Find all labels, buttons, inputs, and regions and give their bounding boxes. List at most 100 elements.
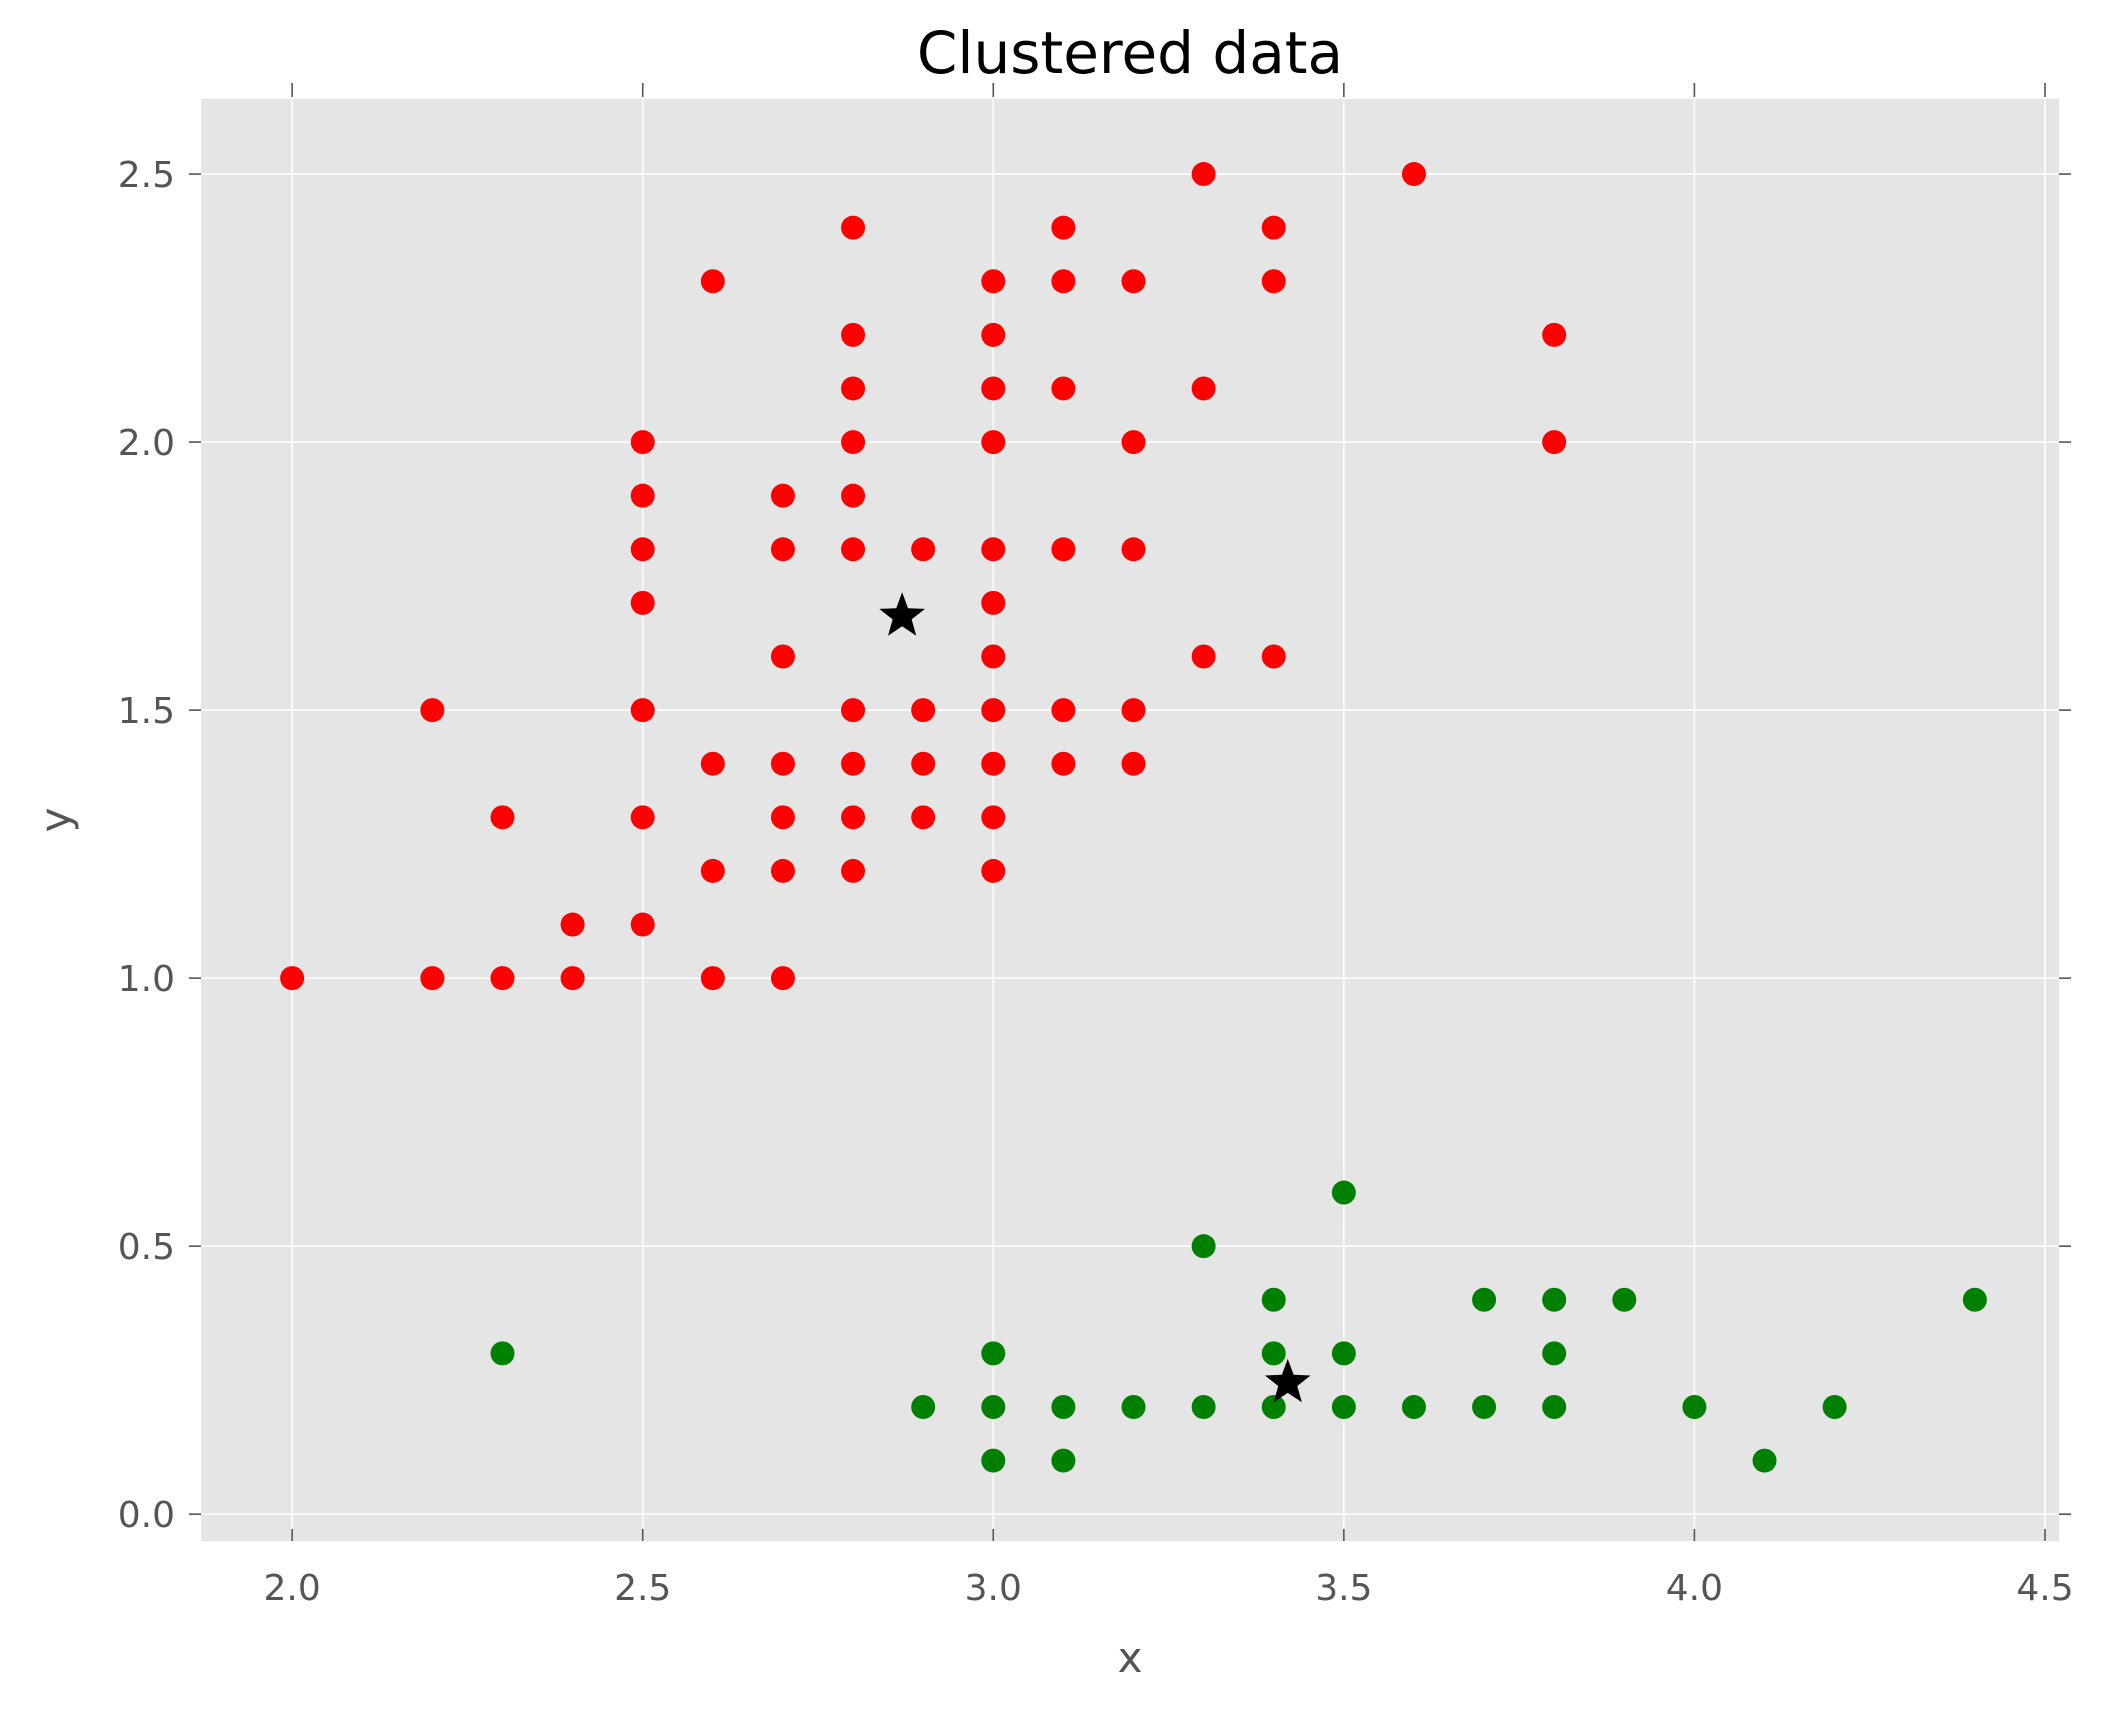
data-marks xyxy=(280,162,1987,1473)
series-1-point xyxy=(1121,269,1146,294)
y-tick-label: 1.5 xyxy=(118,691,175,732)
series-2-point xyxy=(1962,1287,1987,1312)
series-1-point xyxy=(841,698,866,723)
series-2-point xyxy=(1472,1394,1497,1419)
series-1-point xyxy=(280,966,305,991)
series-1-point xyxy=(981,537,1006,562)
series-1-point xyxy=(841,376,866,401)
series-1-point xyxy=(630,537,655,562)
series-1-point xyxy=(630,698,655,723)
series-1-point xyxy=(1051,376,1076,401)
series-2-point xyxy=(1752,1448,1777,1473)
x-tick-label: 2.5 xyxy=(614,1568,671,1609)
series-1-point xyxy=(981,430,1006,455)
series-2-point xyxy=(1822,1394,1847,1419)
series-1-point xyxy=(700,858,725,883)
series-1-point xyxy=(1191,644,1216,669)
series-1-point xyxy=(770,537,795,562)
series-2-point xyxy=(1542,1287,1567,1312)
series-1-point xyxy=(1121,537,1146,562)
series-2-point xyxy=(1051,1448,1076,1473)
series-2-point xyxy=(981,1394,1006,1419)
series-1-point xyxy=(911,751,936,776)
series-1-point xyxy=(981,269,1006,294)
series-1-point xyxy=(1261,644,1286,669)
y-tick-label: 2.0 xyxy=(118,423,175,464)
series-1-point xyxy=(1051,698,1076,723)
plot-area xyxy=(201,99,2059,1541)
series-1-point xyxy=(630,483,655,508)
series-1-point xyxy=(420,698,445,723)
y-tick-label: 0.5 xyxy=(118,1227,175,1268)
series-1-point xyxy=(981,751,1006,776)
x-tick-label: 3.5 xyxy=(1315,1568,1372,1609)
series-1-point xyxy=(630,805,655,830)
series-2-point xyxy=(1401,1394,1426,1419)
series-1-point xyxy=(841,430,866,455)
chart-title: Clustered data xyxy=(917,19,1343,87)
series-2-point xyxy=(1331,1394,1356,1419)
x-tick-label: 4.5 xyxy=(2016,1568,2073,1609)
y-tick-label: 1.0 xyxy=(118,959,175,1000)
series-1-point xyxy=(700,966,725,991)
y-tick-label: 0.0 xyxy=(118,1495,175,1536)
series-1-point xyxy=(841,805,866,830)
series-2-point xyxy=(1121,1394,1146,1419)
x-tick-label: 3.0 xyxy=(965,1568,1022,1609)
series-1-point xyxy=(1121,698,1146,723)
series-1-point xyxy=(770,751,795,776)
series-1-point xyxy=(490,966,515,991)
series-2-point xyxy=(490,1341,515,1366)
series-1-point xyxy=(700,269,725,294)
series-1-point xyxy=(1121,430,1146,455)
series-2-point xyxy=(1191,1394,1216,1419)
y-axis-label: y xyxy=(31,808,80,833)
series-1-point xyxy=(770,966,795,991)
series-1-point xyxy=(770,644,795,669)
series-1-point xyxy=(1542,322,1567,347)
series-1-point xyxy=(1191,162,1216,187)
series-1-point xyxy=(490,805,515,830)
series-1-point xyxy=(981,644,1006,669)
axis-ticks: 2.0 2.5 3.0 3.5 4.0 4.5 0.0 0.5 1.0 1.5 2.0 2.5 xyxy=(118,83,2074,1609)
series-1-point xyxy=(770,805,795,830)
series-2-point xyxy=(1682,1394,1707,1419)
x-axis-label: x xyxy=(1118,1633,1143,1682)
series-2-point xyxy=(1191,1234,1216,1259)
series-2-point xyxy=(981,1341,1006,1366)
series-1-point xyxy=(841,751,866,776)
series-1-point xyxy=(630,590,655,615)
series-1-point xyxy=(630,430,655,455)
series-2-point xyxy=(911,1394,936,1419)
series-2-point xyxy=(1261,1394,1286,1419)
series-2-point xyxy=(1542,1394,1567,1419)
series-1-point xyxy=(630,912,655,937)
series-1-point xyxy=(911,805,936,830)
series-1-point xyxy=(981,698,1006,723)
centroid-star-marker xyxy=(1264,1358,1311,1403)
series-1-point xyxy=(770,858,795,883)
series-2-point xyxy=(1261,1341,1286,1366)
series-1-point xyxy=(981,805,1006,830)
series-1-point xyxy=(1401,162,1426,187)
series-2-point xyxy=(1542,1341,1567,1366)
series-1-point xyxy=(981,322,1006,347)
series-1-point xyxy=(841,483,866,508)
series-1-point xyxy=(981,590,1006,615)
series-2-point xyxy=(1331,1341,1356,1366)
series-1-point xyxy=(420,966,445,991)
series-2-point xyxy=(981,1448,1006,1473)
series-2-point xyxy=(1472,1287,1497,1312)
x-tick-label: 4.0 xyxy=(1666,1568,1723,1609)
series-1-point xyxy=(911,698,936,723)
series-2-point xyxy=(1612,1287,1637,1312)
series-1-point xyxy=(981,858,1006,883)
series-1-point xyxy=(1191,376,1216,401)
centroid-star-marker xyxy=(879,592,925,636)
series-1-point xyxy=(981,376,1006,401)
series-1-point xyxy=(1051,751,1076,776)
series-1-point xyxy=(1051,537,1076,562)
series-1-point xyxy=(841,215,866,240)
